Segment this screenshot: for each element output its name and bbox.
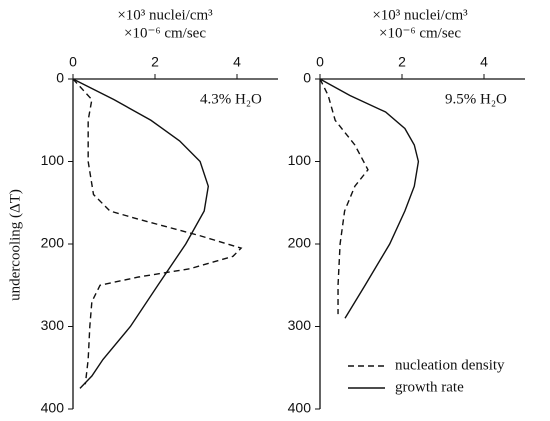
x-tick-label: 0	[69, 54, 77, 70]
legend-label: nucleation density	[395, 357, 505, 373]
line-series	[319, 78, 369, 315]
line-series	[319, 78, 420, 319]
x-tick-label: 2	[151, 54, 159, 70]
y-tick-label: 400	[288, 400, 312, 416]
x-axis-label: ×10⁻⁶ cm/sec	[124, 25, 206, 41]
y-tick-label: 400	[41, 400, 65, 416]
x-tick-label: 4	[233, 54, 241, 70]
annotation: 9.5% H₂O	[445, 91, 507, 107]
y-tick-label: 0	[303, 70, 311, 86]
x-axis-label: ×10⁻⁶ cm/sec	[379, 25, 461, 41]
y-tick-label: 300	[41, 317, 65, 333]
y-tick-label: 200	[41, 235, 65, 251]
y-axis-label: undercooling (ΔT)	[7, 189, 23, 301]
y-tick-label: 300	[288, 317, 312, 333]
legend-label: growth rate	[395, 379, 464, 395]
y-tick-label: 100	[288, 152, 312, 168]
annotation: 4.3% H₂O	[200, 91, 262, 107]
x-tick-label: 4	[480, 54, 488, 70]
x-tick-label: 0	[316, 54, 324, 70]
line-series	[72, 78, 243, 385]
y-tick-label: 100	[41, 152, 65, 168]
x-axis-label: ×10³ nuclei/cm³	[117, 7, 213, 23]
y-tick-label: 0	[56, 70, 64, 86]
y-tick-label: 200	[288, 235, 312, 251]
x-axis-label: ×10³ nuclei/cm³	[372, 7, 468, 23]
line-series	[72, 78, 210, 389]
x-tick-label: 2	[398, 54, 406, 70]
